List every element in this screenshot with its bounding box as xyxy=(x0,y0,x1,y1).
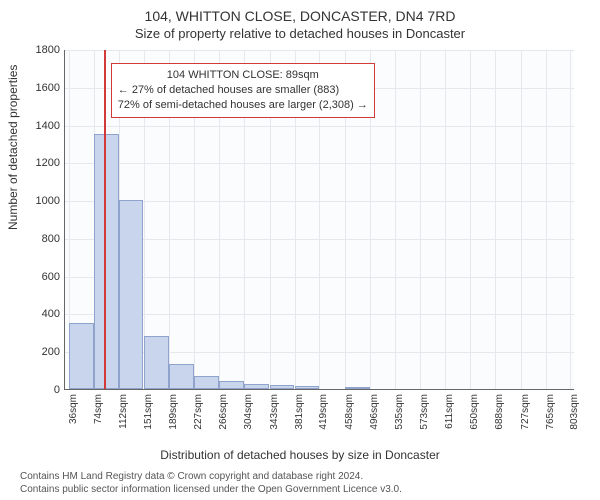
histogram-bar xyxy=(94,134,119,389)
ytick-label: 1400 xyxy=(26,120,60,132)
xtick-label: 458sqm xyxy=(344,394,355,430)
footer-line-2: Contains public sector information licen… xyxy=(20,483,590,496)
xtick-label: 419sqm xyxy=(318,394,329,430)
annotation-line: ← 27% of detached houses are smaller (88… xyxy=(118,83,368,98)
annotation-line: 104 WHITTON CLOSE: 89sqm xyxy=(118,68,368,83)
attribution-footer: Contains HM Land Registry data © Crown c… xyxy=(20,470,590,496)
gridline-v xyxy=(470,50,471,389)
page-root: 104, WHITTON CLOSE, DONCASTER, DN4 7RD S… xyxy=(0,0,600,500)
xtick-label: 112sqm xyxy=(118,394,129,429)
chart-plot-area: 104 WHITTON CLOSE: 89sqm← 27% of detache… xyxy=(64,50,574,390)
ytick-label: 1200 xyxy=(26,157,60,169)
histogram-bar xyxy=(144,336,169,389)
annotation-box: 104 WHITTON CLOSE: 89sqm← 27% of detache… xyxy=(111,63,375,118)
xtick-label: 304sqm xyxy=(243,394,254,430)
gridline-v xyxy=(495,50,496,389)
chart-subtitle: Size of property relative to detached ho… xyxy=(0,26,600,41)
xtick-label: 573sqm xyxy=(419,394,430,430)
xtick-label: 496sqm xyxy=(369,394,380,430)
gridline-v xyxy=(570,50,571,389)
xtick-label: 727sqm xyxy=(520,394,531,430)
ytick-label: 1000 xyxy=(26,195,60,207)
xtick-label: 74sqm xyxy=(93,394,104,424)
property-marker-line xyxy=(104,50,106,389)
xtick-label: 650sqm xyxy=(469,394,480,430)
gridline-v xyxy=(395,50,396,389)
xtick-label: 266sqm xyxy=(218,394,229,430)
ytick-label: 0 xyxy=(26,384,60,396)
histogram-bar xyxy=(345,387,370,389)
ytick-label: 1800 xyxy=(26,44,60,56)
xtick-label: 611sqm xyxy=(444,394,455,429)
x-axis-label: Distribution of detached houses by size … xyxy=(0,448,600,462)
ytick-label: 800 xyxy=(26,233,60,245)
histogram-bar xyxy=(69,323,94,389)
histogram-bar xyxy=(169,364,194,389)
histogram-bar xyxy=(295,386,320,389)
ytick-label: 200 xyxy=(26,346,60,358)
chart-title: 104, WHITTON CLOSE, DONCASTER, DN4 7RD xyxy=(0,8,600,24)
xtick-label: 803sqm xyxy=(569,394,580,430)
annotation-line: 72% of semi-detached houses are larger (… xyxy=(118,98,368,113)
y-axis-label: Number of detached properties xyxy=(6,65,20,230)
gridline-v xyxy=(445,50,446,389)
footer-line-1: Contains HM Land Registry data © Crown c… xyxy=(20,470,590,483)
xtick-label: 151sqm xyxy=(143,394,154,430)
ytick-label: 1600 xyxy=(26,82,60,94)
histogram-bar xyxy=(194,376,219,389)
histogram-bar xyxy=(119,200,144,389)
gridline-v xyxy=(521,50,522,389)
xtick-label: 688sqm xyxy=(494,394,505,430)
gridline-v xyxy=(546,50,547,389)
xtick-label: 381sqm xyxy=(294,394,305,430)
xtick-label: 36sqm xyxy=(68,394,79,424)
xtick-label: 227sqm xyxy=(193,394,204,430)
histogram-bar xyxy=(244,384,269,389)
histogram-bar xyxy=(270,385,295,389)
xtick-label: 765sqm xyxy=(545,394,556,430)
ytick-label: 600 xyxy=(26,271,60,283)
xtick-label: 535sqm xyxy=(394,394,405,430)
ytick-label: 400 xyxy=(26,308,60,320)
xtick-label: 343sqm xyxy=(269,394,280,430)
histogram-bar xyxy=(219,381,244,389)
gridline-v xyxy=(420,50,421,389)
xtick-label: 189sqm xyxy=(168,394,179,430)
